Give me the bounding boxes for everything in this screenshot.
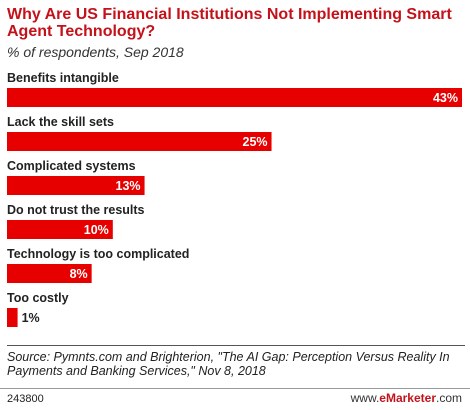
category-label: Benefits intangible xyxy=(7,71,119,85)
brand-name: eMarketer xyxy=(379,391,436,405)
value-label: 10% xyxy=(84,223,109,237)
value-label: 25% xyxy=(243,135,268,149)
category-label: Lack the skill sets xyxy=(7,115,114,129)
category-label: Too costly xyxy=(7,291,69,305)
value-label: 13% xyxy=(116,179,141,193)
category-label: Technology is too complicated xyxy=(7,247,189,261)
bar-chart: Benefits intangible 43% Lack the skill set… xyxy=(7,71,462,327)
bar xyxy=(7,88,462,107)
bar xyxy=(7,220,113,239)
value-label: 8% xyxy=(70,267,88,281)
source-note: Source: Pymnts.com and Brighterion, "The… xyxy=(7,350,450,378)
divider xyxy=(7,345,465,346)
brand-logo: www.eMarketer.com xyxy=(351,391,462,405)
category-label: Complicated systems xyxy=(7,159,136,173)
chart-subtitle: % of respondents, Sep 2018 xyxy=(7,44,184,60)
value-label: 43% xyxy=(433,91,458,105)
chart-id: 243800 xyxy=(7,393,44,405)
brand-suffix: .com xyxy=(435,391,462,405)
bar xyxy=(7,308,18,327)
brand-prefix: www. xyxy=(350,391,380,405)
chart-title: Why Are US Financial Institutions Not Im… xyxy=(7,6,452,40)
category-label: Do not trust the results xyxy=(7,203,145,217)
footer-divider xyxy=(0,388,470,389)
value-label: 1% xyxy=(22,311,40,325)
bar xyxy=(7,264,92,283)
bar xyxy=(7,132,272,151)
bar xyxy=(7,176,145,195)
